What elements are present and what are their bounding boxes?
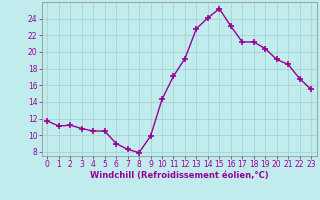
X-axis label: Windchill (Refroidissement éolien,°C): Windchill (Refroidissement éolien,°C) [90, 171, 268, 180]
